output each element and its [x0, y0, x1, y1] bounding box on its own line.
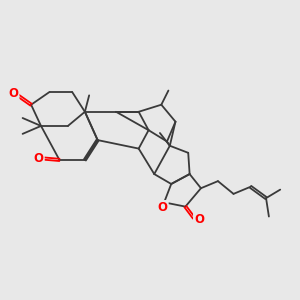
Text: O: O — [9, 87, 19, 100]
Text: O: O — [194, 213, 204, 226]
Text: O: O — [158, 201, 168, 214]
Text: O: O — [34, 152, 44, 165]
